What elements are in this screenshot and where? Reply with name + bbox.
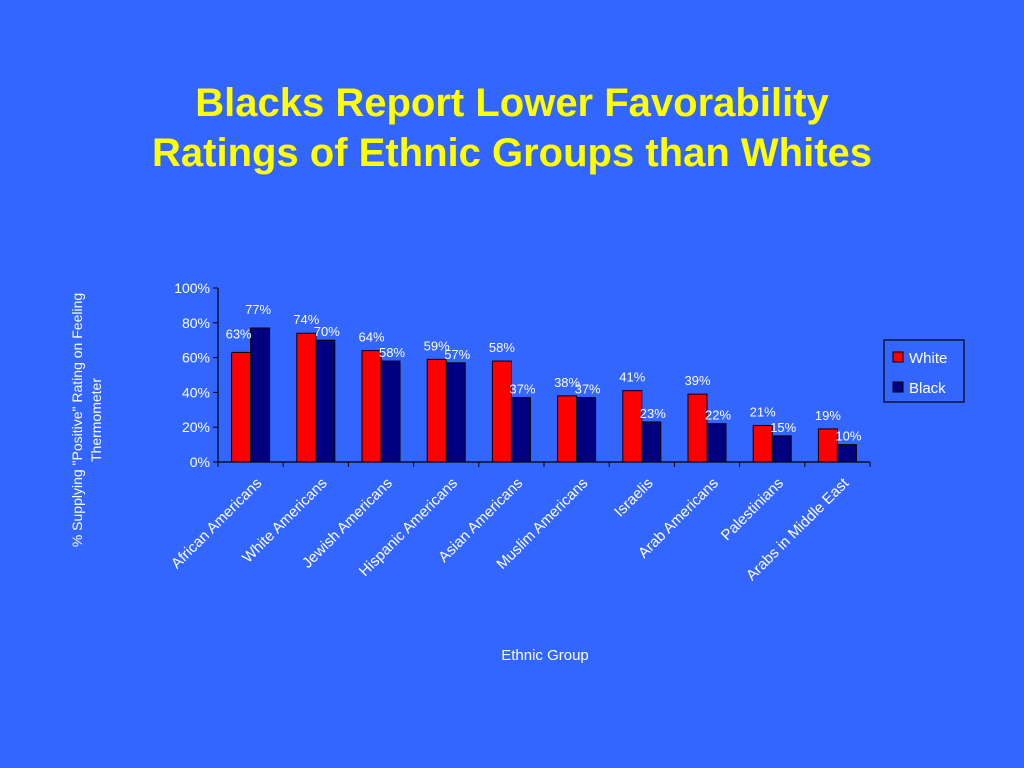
y-tick-label: 40% <box>182 384 210 400</box>
y-axis-label-line-2: Thermometer <box>88 378 104 462</box>
data-label-white: 19% <box>815 408 841 423</box>
y-tick-label: 100% <box>174 280 210 296</box>
data-label-black: 10% <box>835 429 861 444</box>
slide-title-line-2: Ratings of Ethnic Groups than Whites <box>152 131 872 175</box>
bar-black <box>510 397 531 463</box>
data-label-white: 64% <box>358 330 384 345</box>
data-label-white: 58% <box>489 340 515 355</box>
bar-black <box>576 397 597 463</box>
legend-swatch-black <box>892 381 904 393</box>
x-tick-label: Israelis <box>611 475 657 521</box>
bar-white <box>361 350 382 463</box>
bar-white <box>557 395 578 463</box>
data-label-white: 38% <box>554 375 580 390</box>
legend: White Black <box>883 339 965 403</box>
bar-black <box>836 444 857 463</box>
y-tick-label: 80% <box>182 315 210 331</box>
bar-black <box>771 435 792 463</box>
data-label-white: 21% <box>750 404 776 419</box>
y-axis-label: % Supplying "Positive" Rating on Feeling… <box>69 293 104 547</box>
bar-black <box>380 360 401 463</box>
legend-label-black: Black <box>909 380 946 397</box>
bar-black <box>315 339 336 463</box>
data-label-black: 37% <box>575 382 601 397</box>
bar-white <box>426 358 447 463</box>
legend-swatch-white <box>892 351 904 363</box>
y-tick-label: 20% <box>182 419 210 435</box>
x-tick-label: Palestinians <box>718 475 787 544</box>
slide-title-line-1: Blacks Report Lower Favorability <box>195 81 829 125</box>
x-axis-label: Ethnic Group <box>501 647 589 664</box>
data-label-black: 57% <box>444 347 470 362</box>
plot-area: 0%20%40%60%80%100%77%63%74%70% 64%58% 59%5… <box>168 280 871 584</box>
data-label-white: 41% <box>619 370 645 385</box>
y-tick-label: 60% <box>182 350 210 366</box>
data-label-white: 74% <box>293 312 319 327</box>
data-label-white: 39% <box>684 373 710 388</box>
data-label-black: 15% <box>770 420 796 435</box>
bar-black <box>641 421 662 463</box>
data-label-white: 63% <box>226 326 252 341</box>
data-label-white: 59% <box>424 338 450 353</box>
bar-white <box>296 332 317 463</box>
data-label-black: 23% <box>640 406 666 421</box>
y-axis-label-line-1: % Supplying "Positive" Rating on Feeling <box>69 293 85 547</box>
data-label-black: 37% <box>509 382 535 397</box>
bar-white <box>231 351 252 463</box>
bar-white <box>687 393 708 463</box>
y-tick-label: 0% <box>190 454 210 470</box>
legend-label-white: White <box>909 350 947 367</box>
bar-black <box>445 362 466 463</box>
data-label-black: 22% <box>705 408 731 423</box>
data-label-black: 58% <box>379 345 405 360</box>
data-label-black: 77% <box>245 302 271 317</box>
slide-title: Blacks Report Lower Favorability Ratings… <box>0 78 1024 178</box>
bar-black <box>706 423 727 463</box>
bar-white <box>491 360 512 463</box>
legend-box <box>883 339 965 403</box>
bar-white <box>622 390 643 463</box>
data-label-black: 70% <box>314 324 340 339</box>
bar-black <box>250 327 271 463</box>
